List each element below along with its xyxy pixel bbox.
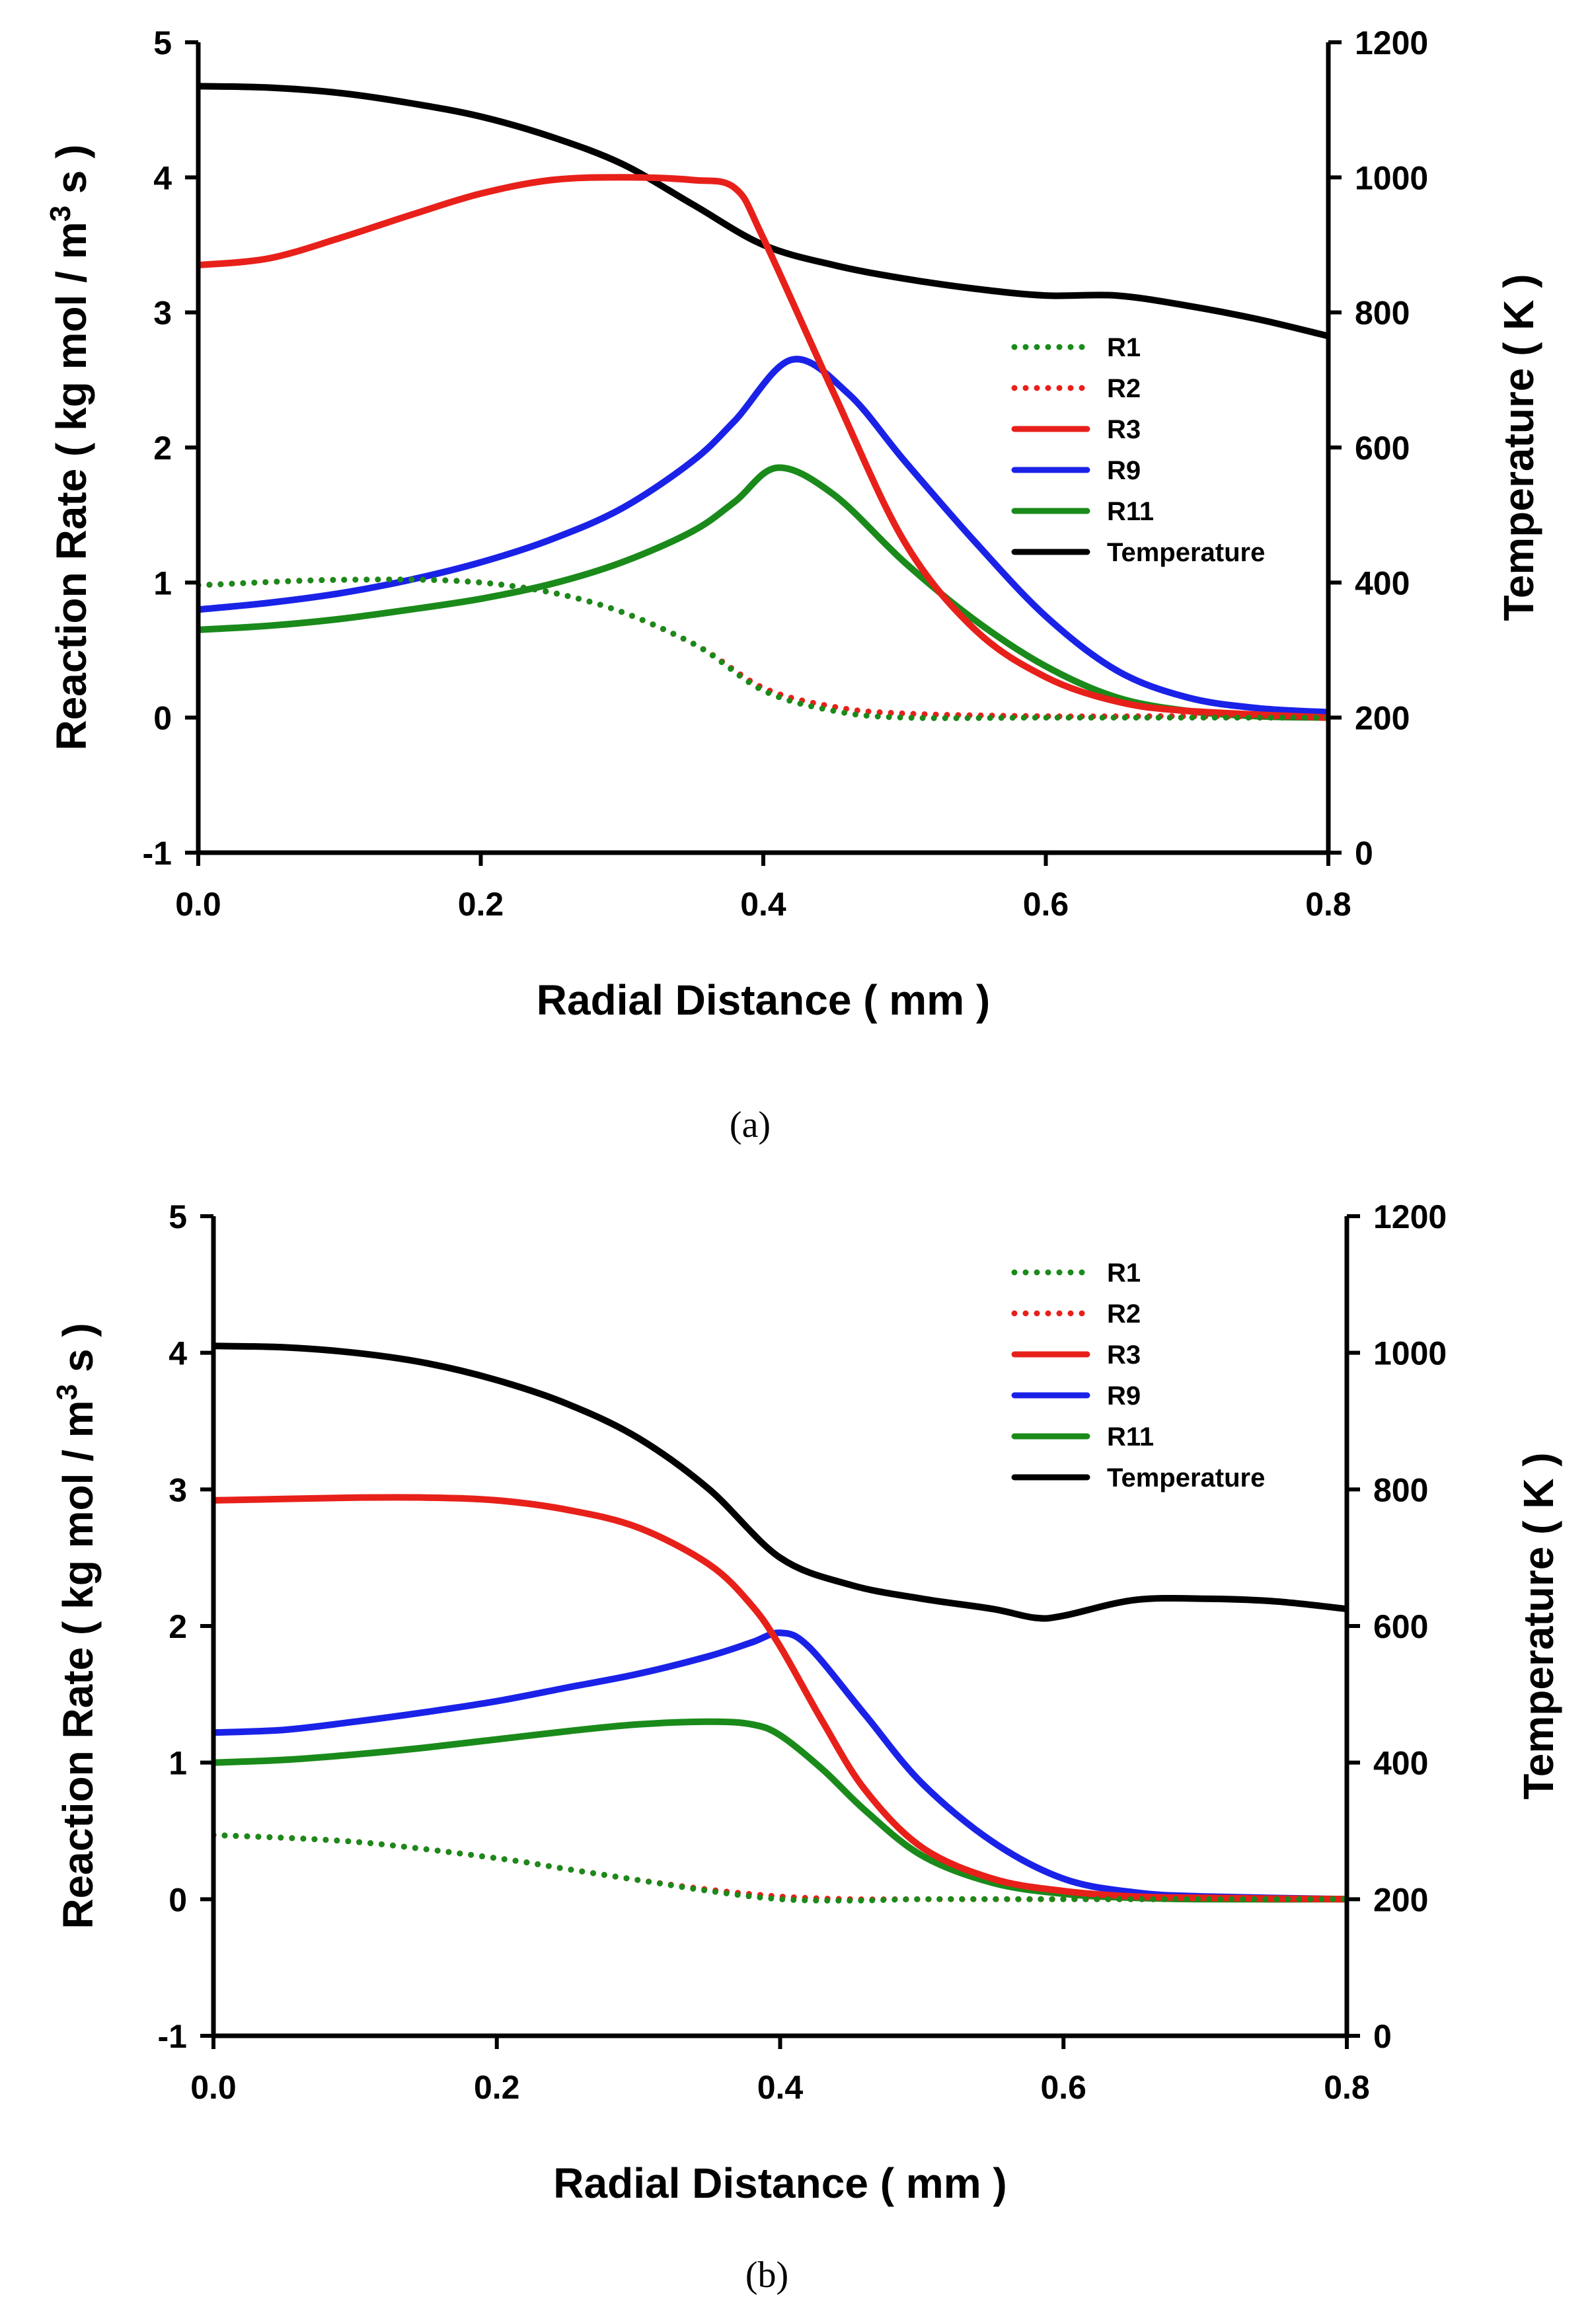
y-right-tick-label: 800: [1373, 1471, 1428, 1508]
series-line-r11: [213, 1718, 1347, 1903]
y-left-tick-label: 5: [153, 24, 172, 61]
x-axis-label: Radial Distance ( mm ): [537, 976, 990, 1024]
x-tick-label: 0.4: [757, 2069, 804, 2106]
y-left-tick-label: 1: [153, 564, 172, 601]
y-left-tick-label: 2: [153, 430, 172, 467]
legend-label-r11: R11: [1107, 1422, 1154, 1452]
y-left-tick-label: 3: [169, 1471, 187, 1508]
y-left-axis-label: Reaction Rate ( kg mol / m3 s ): [51, 1323, 102, 1929]
x-tick-label: 0.8: [1324, 2069, 1370, 2106]
y-right-tick-label: 1200: [1355, 24, 1428, 61]
y-right-axis-label: Temperature ( K ): [1515, 1452, 1562, 1799]
legend-label-r3: R3: [1107, 415, 1141, 444]
x-tick-label: 0.4: [740, 886, 786, 923]
legend: R1 R2 R3 R9 R11 Temperature: [1011, 1259, 1265, 1492]
legend-label-r1: R1: [1107, 1259, 1141, 1288]
y-right-tick-label: 1000: [1373, 1335, 1447, 1372]
y-right-tick-label: 400: [1373, 1745, 1428, 1782]
series-line-r9: [213, 1629, 1347, 1903]
series-line-r3: [213, 1494, 1347, 1903]
legend-label-r11: R11: [1107, 497, 1154, 526]
y-right-tick-label: 600: [1355, 430, 1410, 467]
y-left-tick-label: 4: [153, 159, 172, 196]
x-tick-label: 0.8: [1305, 886, 1351, 923]
x-tick-label: 0.2: [458, 886, 504, 923]
y-right-tick-label: 600: [1373, 1608, 1428, 1645]
legend-label-r2: R2: [1107, 1299, 1141, 1329]
y-right-tick-label: 1000: [1355, 159, 1428, 196]
y-left-tick-label: 0: [169, 1881, 187, 1918]
legend-label-r3: R3: [1107, 1340, 1141, 1370]
y-left-tick-label: -1: [158, 2018, 187, 2055]
y-right-tick-label: 200: [1355, 700, 1410, 737]
series-line-r9: [198, 356, 1328, 716]
series-line-r2: [198, 576, 1328, 721]
panel-caption: (a): [730, 1104, 771, 1145]
y-left-tick-label: -1: [143, 835, 172, 872]
x-tick-label: 0.0: [190, 2069, 237, 2106]
chart-panel-a: 0.0 0.2 0.4 0.6 0.8 -1 0 1 2 3 4 5 0 200 400 600 800 1000…: [44, 24, 1542, 1145]
y-right-tick-label: 0: [1355, 835, 1373, 872]
panel-caption: (b): [745, 2255, 788, 2296]
x-tick-label: 0.2: [474, 2069, 520, 2106]
y-right-tick-label: 800: [1355, 295, 1410, 332]
y-left-tick-label: 0: [153, 700, 172, 737]
series-line-r11: [198, 464, 1328, 721]
y-right-axis-label: Temperature ( K ): [1495, 274, 1542, 621]
x-tick-label: 0.0: [175, 886, 221, 923]
legend-label-r1: R1: [1107, 333, 1141, 362]
y-left-tick-label: 1: [169, 1745, 187, 1782]
y-right-tick-label: 400: [1355, 564, 1410, 601]
legend-label-temperature: Temperature: [1107, 538, 1265, 567]
x-tick-label: 0.6: [1040, 2069, 1086, 2106]
y-left-tick-label: 3: [153, 295, 172, 332]
chart-panel-b: 0.0 0.2 0.4 0.6 0.8 -1 0 1 2 3 4 5 0 200 400 600 800 1000…: [51, 1198, 1562, 2296]
series-group: [198, 83, 1328, 721]
y-right-tick-label: 200: [1373, 1881, 1428, 1918]
series-line-r3: [198, 174, 1328, 721]
y-left-tick-label: 4: [169, 1335, 187, 1372]
y-left-axis-label: Reaction Rate ( kg mol / m3 s ): [44, 144, 95, 750]
legend-label-r9: R9: [1107, 456, 1141, 485]
y-left-tick-label: 2: [169, 1608, 187, 1645]
series-line-r1: [198, 576, 1328, 721]
x-tick-label: 0.6: [1023, 886, 1069, 923]
y-left-tick-label: 5: [169, 1198, 187, 1235]
y-right-tick-label: 0: [1373, 2018, 1392, 2055]
x-axis-label: Radial Distance ( mm ): [553, 2159, 1006, 2207]
legend: R1 R2 R3 R9 R11 Temperature: [1011, 333, 1265, 567]
legend-label-r9: R9: [1107, 1381, 1141, 1411]
series-line-r1: [213, 1832, 1347, 1904]
series-line-temperature: [198, 83, 1328, 340]
y-right-tick-label: 1200: [1373, 1198, 1447, 1235]
legend-label-temperature: Temperature: [1107, 1463, 1265, 1492]
series-group: [213, 1342, 1347, 1904]
legend-label-r2: R2: [1107, 374, 1141, 403]
series-line-temperature: [213, 1342, 1347, 1622]
